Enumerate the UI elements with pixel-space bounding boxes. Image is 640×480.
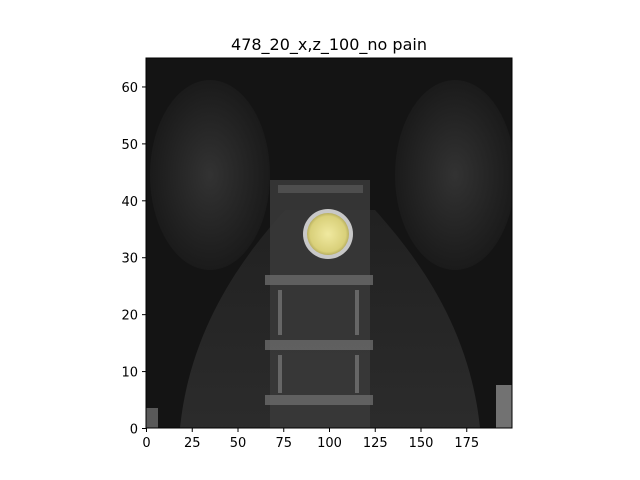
y-tick-label: 10 bbox=[121, 366, 138, 381]
figure-title: 478_20_x,z_100_no pain bbox=[231, 35, 427, 55]
y-tick-label: 30 bbox=[121, 252, 138, 267]
x-tick-label: 25 bbox=[184, 436, 201, 451]
x-axis: 0 25 50 75 100 125 150 175 bbox=[142, 428, 479, 451]
ct-scan-image bbox=[146, 58, 512, 428]
y-tick-label: 60 bbox=[121, 81, 138, 96]
x-tick-label: 50 bbox=[230, 436, 247, 451]
y-tick-label: 40 bbox=[121, 195, 138, 210]
x-tick-label: 0 bbox=[142, 436, 150, 451]
y-tick-label: 0 bbox=[130, 423, 138, 438]
right-kidney-shape bbox=[395, 80, 512, 270]
y-axis: 0 10 20 30 40 50 60 bbox=[121, 81, 146, 438]
x-tick-label: 75 bbox=[275, 436, 292, 451]
x-tick-label: 100 bbox=[317, 436, 342, 451]
x-tick-label: 150 bbox=[409, 436, 434, 451]
y-tick-label: 50 bbox=[121, 138, 138, 153]
lesion-overlay bbox=[307, 213, 349, 255]
x-tick-label: 125 bbox=[363, 436, 388, 451]
y-tick-label: 20 bbox=[121, 309, 138, 324]
x-tick-label: 175 bbox=[454, 436, 479, 451]
left-kidney-shape bbox=[150, 80, 270, 270]
